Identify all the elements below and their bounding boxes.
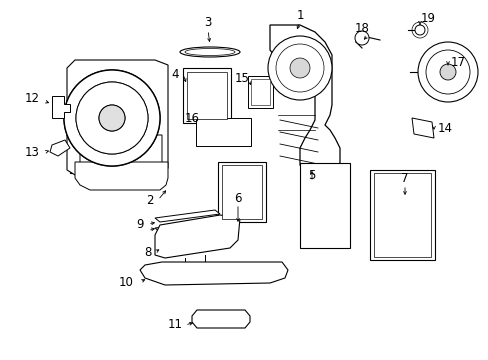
Text: 5: 5 [307, 168, 315, 181]
Text: 19: 19 [420, 12, 435, 24]
Text: 3: 3 [204, 15, 211, 28]
Circle shape [76, 82, 148, 154]
Circle shape [417, 42, 477, 102]
Circle shape [425, 50, 469, 94]
Circle shape [267, 36, 331, 100]
Ellipse shape [184, 49, 235, 55]
Text: 4: 4 [171, 68, 179, 81]
Bar [183, 68, 230, 123]
Bar [196, 118, 250, 146]
Bar [369, 170, 434, 260]
Polygon shape [67, 60, 168, 178]
Bar [250, 79, 269, 105]
Text: 8: 8 [144, 246, 151, 258]
Polygon shape [269, 25, 339, 178]
Circle shape [439, 64, 455, 80]
Polygon shape [140, 262, 287, 285]
Bar [222, 165, 262, 219]
Polygon shape [155, 220, 220, 232]
Bar [373, 173, 430, 257]
Bar [218, 162, 265, 222]
Polygon shape [52, 96, 70, 118]
Circle shape [76, 82, 148, 154]
Circle shape [411, 22, 427, 38]
Bar [299, 163, 349, 248]
Text: 10: 10 [118, 275, 133, 288]
Circle shape [289, 58, 309, 78]
Circle shape [64, 70, 160, 166]
Circle shape [354, 31, 368, 45]
Circle shape [99, 105, 125, 131]
Text: 7: 7 [401, 171, 408, 185]
Text: 18: 18 [354, 22, 368, 35]
Polygon shape [80, 135, 162, 180]
Bar [70, 135, 160, 173]
Circle shape [414, 25, 424, 35]
Polygon shape [155, 210, 220, 222]
Polygon shape [192, 310, 249, 328]
Circle shape [64, 70, 160, 166]
Text: 15: 15 [234, 72, 249, 85]
Text: 12: 12 [24, 91, 40, 104]
Text: 1: 1 [296, 9, 303, 22]
Text: 9: 9 [136, 217, 143, 230]
Bar [186, 72, 226, 119]
Circle shape [99, 105, 125, 131]
Text: 11: 11 [167, 319, 182, 332]
Polygon shape [411, 118, 433, 138]
Ellipse shape [180, 47, 240, 57]
Text: 13: 13 [24, 145, 40, 158]
Text: 14: 14 [437, 122, 451, 135]
Text: 17: 17 [449, 55, 465, 68]
Text: 6: 6 [234, 192, 241, 204]
Text: 2: 2 [146, 194, 153, 207]
Polygon shape [50, 140, 70, 156]
Circle shape [275, 44, 324, 92]
Bar [247, 76, 272, 108]
Text: 16: 16 [184, 112, 199, 125]
Polygon shape [75, 162, 168, 190]
Polygon shape [155, 215, 240, 258]
